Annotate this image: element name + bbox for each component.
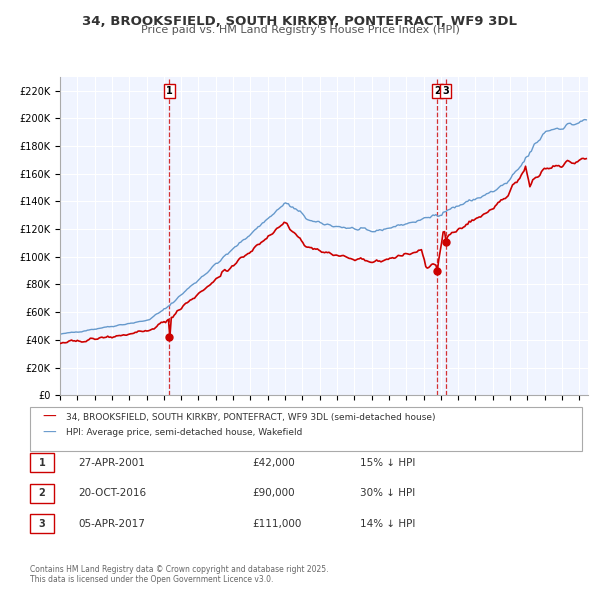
- Text: 05-APR-2017: 05-APR-2017: [78, 519, 145, 529]
- Text: 2: 2: [38, 489, 46, 498]
- Text: 20-OCT-2016: 20-OCT-2016: [78, 489, 146, 498]
- Text: £42,000: £42,000: [252, 458, 295, 467]
- Text: HPI: Average price, semi-detached house, Wakefield: HPI: Average price, semi-detached house,…: [66, 428, 302, 437]
- Text: 1: 1: [166, 86, 173, 96]
- Text: 34, BROOKSFIELD, SOUTH KIRKBY, PONTEFRACT, WF9 3DL (semi-detached house): 34, BROOKSFIELD, SOUTH KIRKBY, PONTEFRAC…: [66, 412, 436, 422]
- Text: 1: 1: [38, 458, 46, 467]
- Text: —: —: [42, 425, 56, 440]
- Text: 3: 3: [442, 86, 449, 96]
- Text: 27-APR-2001: 27-APR-2001: [78, 458, 145, 467]
- Text: 34, BROOKSFIELD, SOUTH KIRKBY, PONTEFRACT, WF9 3DL: 34, BROOKSFIELD, SOUTH KIRKBY, PONTEFRAC…: [83, 15, 517, 28]
- Text: 30% ↓ HPI: 30% ↓ HPI: [360, 489, 415, 498]
- Text: £111,000: £111,000: [252, 519, 301, 529]
- Text: Contains HM Land Registry data © Crown copyright and database right 2025.
This d: Contains HM Land Registry data © Crown c…: [30, 565, 329, 584]
- Text: 2: 2: [434, 86, 441, 96]
- Text: Price paid vs. HM Land Registry's House Price Index (HPI): Price paid vs. HM Land Registry's House …: [140, 25, 460, 35]
- Text: 14% ↓ HPI: 14% ↓ HPI: [360, 519, 415, 529]
- Text: 15% ↓ HPI: 15% ↓ HPI: [360, 458, 415, 467]
- Text: £90,000: £90,000: [252, 489, 295, 498]
- Text: 3: 3: [38, 519, 46, 529]
- Text: —: —: [42, 410, 56, 424]
